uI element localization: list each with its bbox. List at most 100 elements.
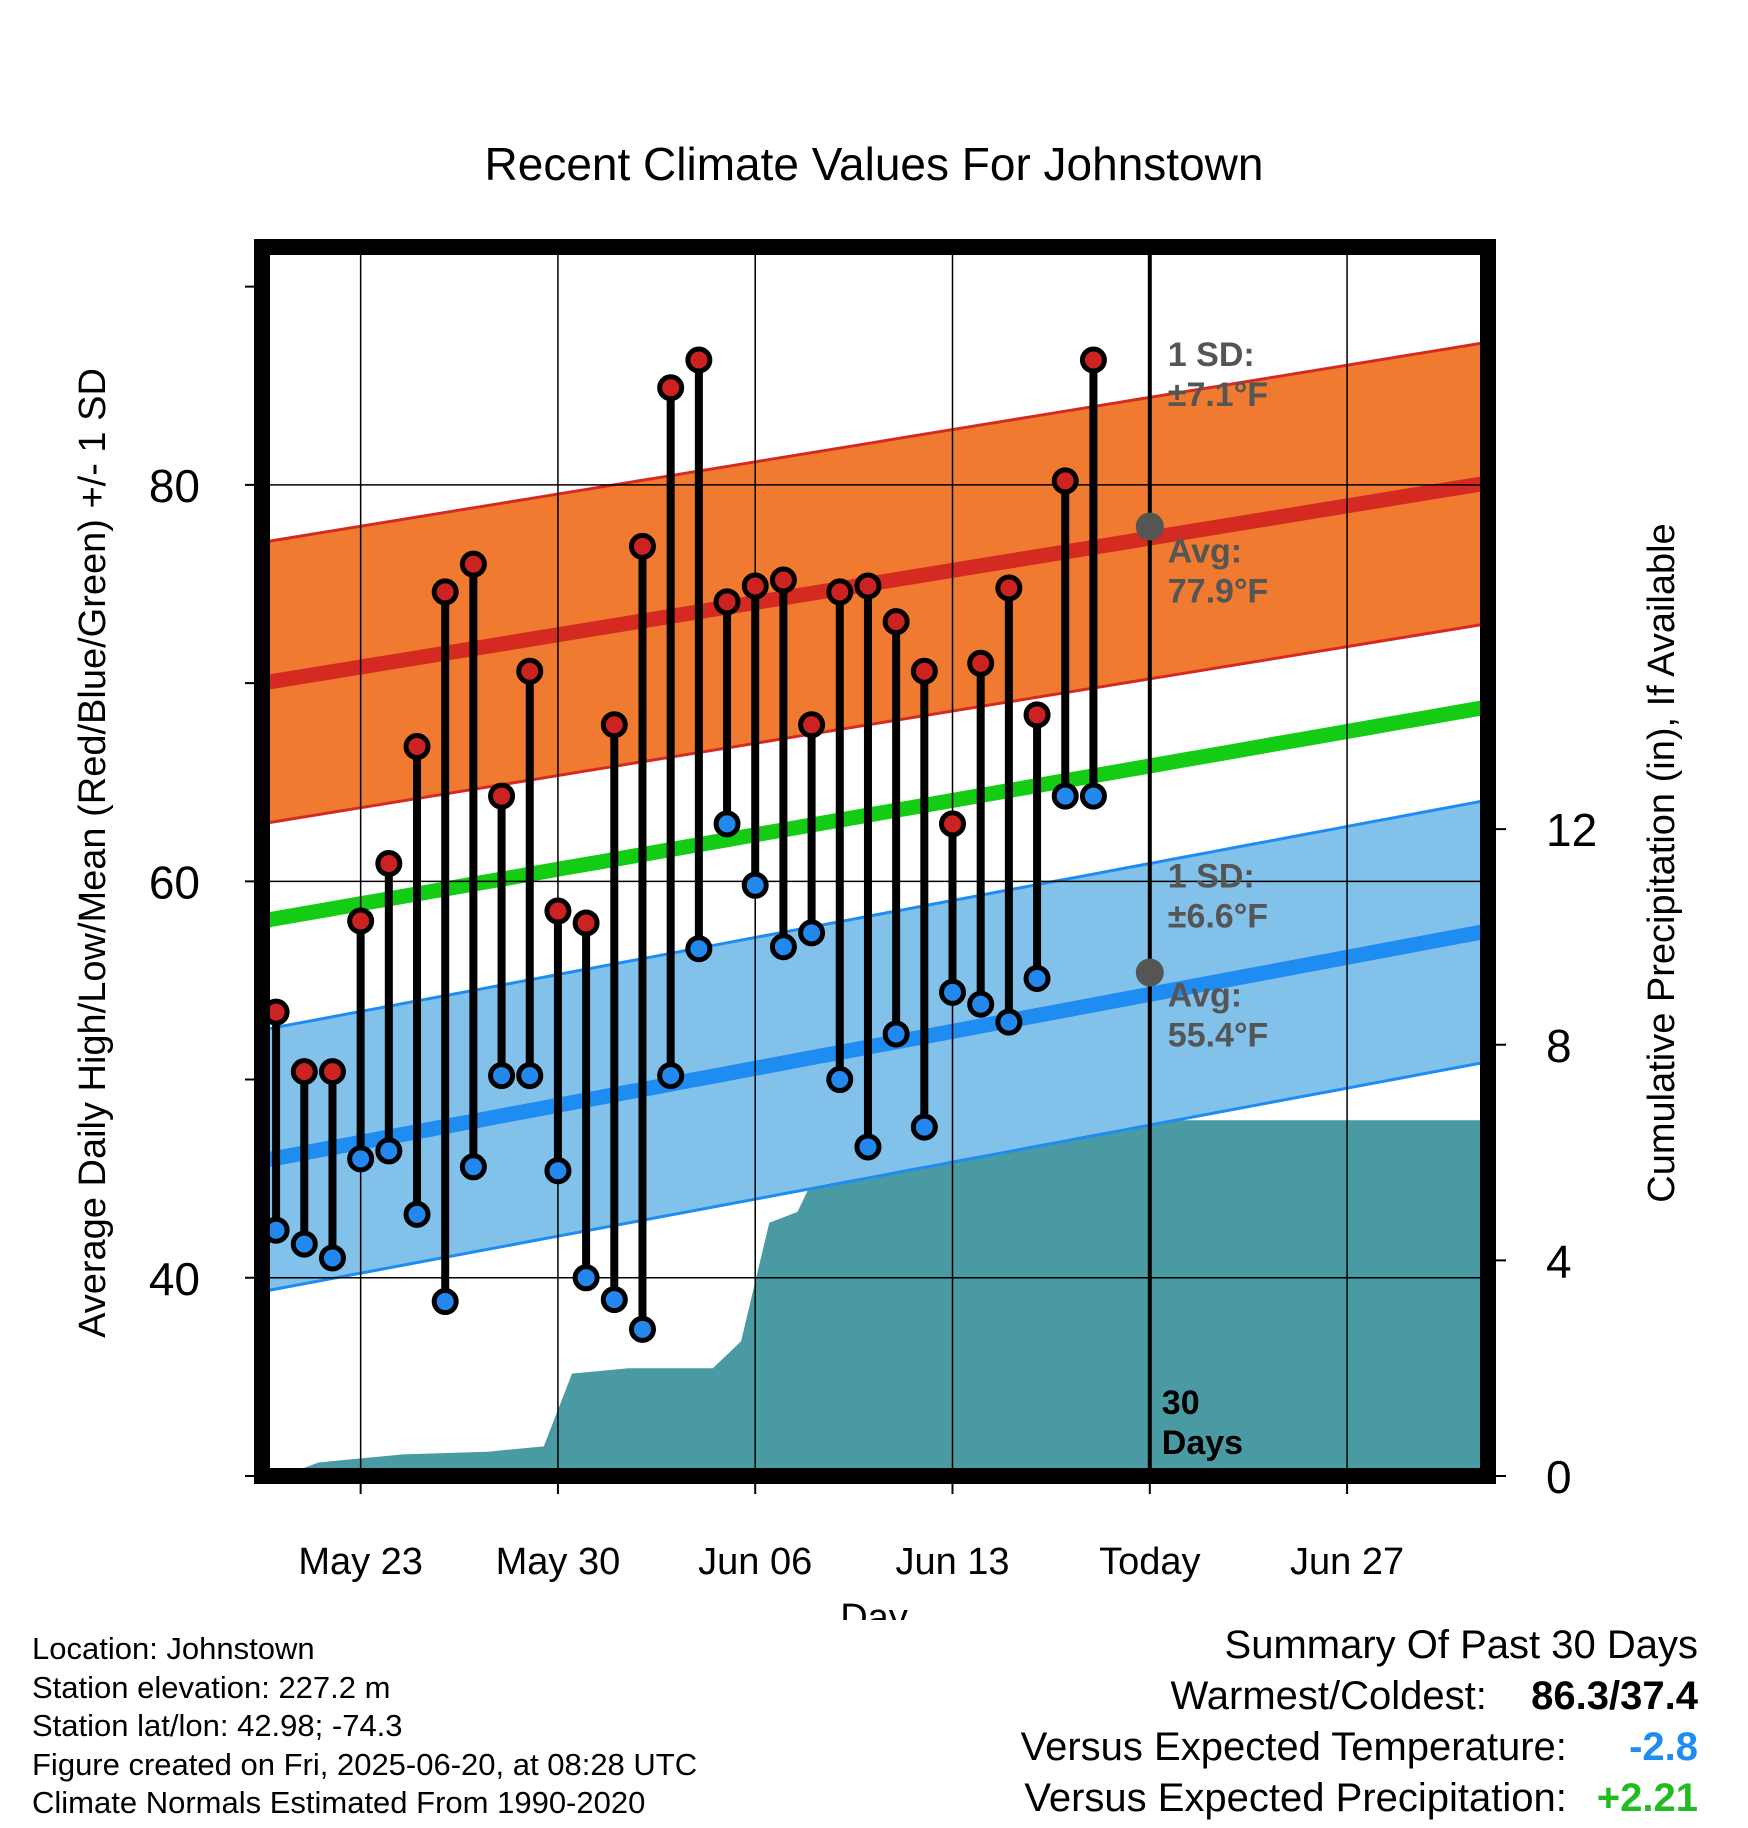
daily-high-point — [290, 1058, 318, 1086]
low-band-upper-edge — [262, 798, 1488, 1032]
daily-low-point — [488, 1062, 516, 1090]
daily-low-point — [657, 1062, 685, 1090]
daily-low-point — [967, 990, 995, 1018]
high-sd-annotation: ±7.1°F — [1168, 376, 1268, 414]
daily-low-point — [544, 1157, 572, 1185]
daily-high-point — [516, 657, 544, 685]
y-axis-label: Average Daily High/Low/Mean (Red/Blue/Gr… — [72, 368, 114, 1338]
daily-low-point — [685, 935, 713, 963]
daily-high-point — [967, 649, 995, 677]
daily-low-point — [826, 1066, 854, 1094]
daily-low-point — [741, 871, 769, 899]
high-band-upper-edge — [262, 340, 1488, 544]
daily-low-point — [1023, 964, 1051, 992]
daily-low-point — [713, 810, 741, 838]
station-info: Location: Johnstown Station elevation: 2… — [32, 1630, 697, 1823]
y-tick-label: 60 — [149, 856, 200, 908]
station-latlon: Station lat/lon: 42.98; -74.3 — [32, 1708, 403, 1743]
daily-high-point — [375, 849, 403, 877]
daily-low-point — [431, 1288, 459, 1316]
warmest-coldest-label: Warmest/Coldest: — [1170, 1674, 1487, 1718]
daily-high-point — [882, 608, 910, 636]
daily-low-point — [600, 1286, 628, 1314]
daily-low-point — [347, 1145, 375, 1173]
daily-low-point — [854, 1133, 882, 1161]
daily-high-point — [1079, 346, 1107, 374]
daily-low-point — [318, 1244, 346, 1272]
y2-tick-label: 8 — [1546, 1020, 1572, 1072]
low-band-lower-edge — [262, 1060, 1488, 1294]
low-avg-annotation: Avg: — [1168, 976, 1242, 1014]
high-sd-annotation: 1 SD: — [1168, 336, 1255, 374]
normal-mean-line — [262, 699, 1488, 929]
today-low-avg-marker — [1135, 958, 1164, 987]
daily-high-point — [685, 346, 713, 374]
precip-area — [262, 1120, 1488, 1476]
daily-low-point — [290, 1230, 318, 1258]
plot-frame — [254, 239, 1496, 1484]
x-tick-label: Jun 13 — [895, 1541, 1009, 1583]
daily-high-point — [741, 572, 769, 600]
daily-low-point — [939, 978, 967, 1006]
daily-high-point — [403, 733, 431, 761]
station-location: Location: Johnstown — [32, 1631, 315, 1666]
y-tick-label: 80 — [149, 460, 200, 512]
low-sd-annotation: 1 SD: — [1168, 857, 1255, 895]
y2-tick-label: 12 — [1546, 804, 1597, 856]
temp-anomaly-label: Versus Expected Temperature: — [1020, 1725, 1567, 1769]
summary-temp-anomaly: Versus Expected Temperature: -2.8 — [1021, 1722, 1698, 1773]
daily-high-point — [488, 782, 516, 810]
high-avg-annotation: 77.9°F — [1168, 572, 1269, 610]
y2-tick-label: 0 — [1546, 1451, 1572, 1503]
today-high-avg-marker — [1135, 512, 1164, 541]
daily-high-point — [1051, 467, 1079, 495]
daily-high-point — [431, 578, 459, 606]
daily-high-point — [657, 374, 685, 402]
precip-anomaly-value: +2.21 — [1596, 1776, 1698, 1820]
x-tick-label: Jun 06 — [698, 1541, 812, 1583]
high-avg-annotation: Avg: — [1168, 532, 1242, 570]
daily-high-point — [572, 909, 600, 937]
daily-high-point — [347, 907, 375, 935]
figure-created: Figure created on Fri, 2025-06-20, at 08… — [32, 1746, 698, 1782]
y-tick-label: 40 — [149, 1253, 200, 1305]
x-axis-label: Day — [840, 1597, 908, 1620]
high-band-lower-edge — [262, 622, 1488, 826]
summary-warmest-coldest: Warmest/Coldest: 86.3/37.4 — [1021, 1671, 1699, 1722]
station-elevation: Station elevation: 227.2 m — [32, 1669, 391, 1705]
daily-high-point — [628, 532, 656, 560]
daily-high-point — [995, 574, 1023, 602]
climate-chart: Recent Climate Values For Johnstown 1 SD… — [72, 138, 1683, 1620]
daily-low-point — [995, 1008, 1023, 1036]
daily-high-point — [939, 810, 967, 838]
daily-low-point — [1051, 782, 1079, 810]
today-days-label: Days — [1162, 1424, 1243, 1462]
low-sd-annotation: ±6.6°F — [1168, 897, 1268, 935]
daily-high-point — [713, 588, 741, 616]
x-tick-label: May 30 — [496, 1541, 621, 1583]
daily-low-point — [882, 1020, 910, 1048]
chart-title: Recent Climate Values For Johnstown — [485, 138, 1264, 190]
daily-high-point — [459, 550, 487, 578]
daily-high-point — [910, 657, 938, 685]
daily-high-point — [854, 572, 882, 600]
precip-anomaly-label: Versus Expected Precipitation: — [1024, 1776, 1567, 1820]
daily-high-point — [769, 566, 797, 594]
x-tick-label: May 23 — [298, 1541, 423, 1583]
daily-high-point — [798, 711, 826, 739]
x-tick-label: Today — [1099, 1541, 1200, 1583]
climate-normals-period: Climate Normals Estimated From 1990-2020 — [32, 1785, 646, 1820]
today-days-label: 30 — [1162, 1384, 1200, 1422]
daily-low-point — [1079, 782, 1107, 810]
low-avg-annotation: 55.4°F — [1168, 1016, 1269, 1054]
daily-low-point — [628, 1315, 656, 1343]
summary-title: Summary Of Past 30 Days — [1224, 1623, 1698, 1667]
daily-low-point — [459, 1153, 487, 1181]
temp-anomaly-value: -2.8 — [1629, 1725, 1698, 1769]
x-tick-label: Jun 27 — [1290, 1541, 1404, 1583]
daily-low-point — [769, 933, 797, 961]
y2-tick-label: 4 — [1546, 1235, 1572, 1287]
daily-high-point — [826, 578, 854, 606]
